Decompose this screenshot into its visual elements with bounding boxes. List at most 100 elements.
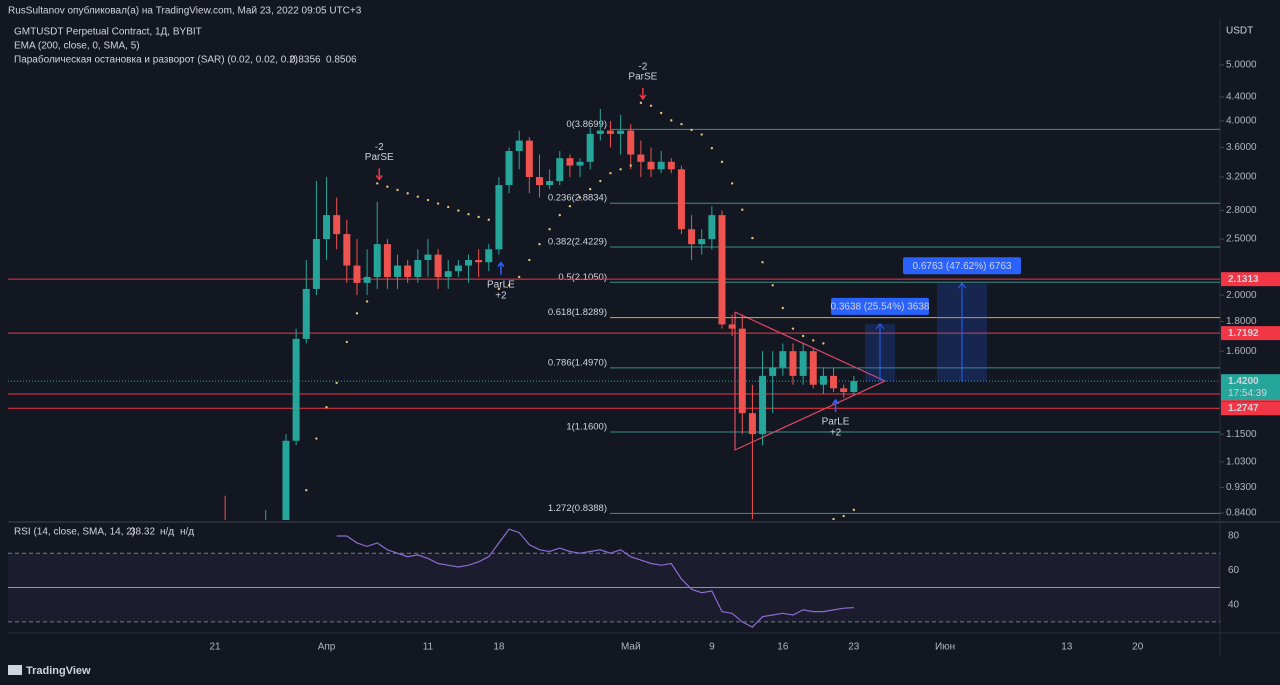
signal-count: +2 — [495, 290, 507, 301]
candle-body — [475, 260, 483, 263]
candle-body — [617, 130, 625, 134]
x-tick-label: 13 — [1061, 642, 1073, 653]
signal-arrow — [831, 398, 840, 412]
sar-dot — [599, 179, 602, 183]
sar-dot — [690, 128, 693, 132]
candle-body — [728, 324, 736, 329]
candle-body — [353, 265, 361, 283]
candle-body — [414, 260, 422, 277]
candle-body — [444, 271, 452, 277]
y-tick-label: 5.0000 — [1226, 60, 1257, 71]
sar-dot — [842, 514, 845, 518]
sar-dot — [406, 192, 409, 195]
candle-body — [343, 234, 351, 266]
sar-dot — [528, 258, 531, 262]
footer-bar — [0, 657, 1280, 685]
sar-dot — [659, 111, 663, 115]
symbol-title: GMTUSDT Perpetual Contract, 1Д, BYBIT — [14, 27, 202, 38]
sar-dot — [457, 209, 460, 212]
candle-body — [363, 276, 371, 283]
y-tick-label: 3.6000 — [1226, 142, 1257, 153]
sar-dot — [315, 437, 318, 440]
sar-dot — [376, 182, 379, 185]
sar-dot — [335, 381, 338, 385]
candle-body — [292, 338, 300, 441]
sar-dot — [619, 168, 622, 171]
sar-dot — [396, 188, 399, 192]
signal-label: ParLE — [487, 279, 515, 290]
candle-body — [596, 130, 604, 134]
measure-label: 0.3638 (25.54%) 3638 — [831, 301, 930, 312]
sar-dot — [345, 340, 349, 344]
level-tag — [1221, 326, 1280, 341]
y-tick-label: 2.0000 — [1226, 290, 1257, 301]
fib-label: 0.786(1.4970) — [548, 357, 607, 368]
signal-arrow — [375, 168, 383, 181]
x-tick-label: Апр — [318, 642, 336, 653]
rsi-pane — [8, 528, 1220, 628]
measure-tag — [831, 297, 929, 315]
sar-dot — [781, 306, 785, 310]
y-tick-label: 4.4000 — [1226, 92, 1257, 103]
candle-body — [647, 161, 655, 170]
x-tick-label: 23 — [848, 642, 860, 653]
sar-dot — [558, 213, 561, 217]
sar-dot — [467, 213, 470, 216]
sar-dot — [305, 488, 308, 492]
candle-body — [556, 158, 564, 182]
fib-label: 0.382(2.4229) — [548, 236, 607, 247]
indicator-value: 0.8356 — [290, 55, 321, 66]
sar-dot — [548, 228, 551, 231]
candle-body — [606, 130, 614, 134]
sar-dot — [609, 171, 612, 175]
rsi-line — [336, 528, 854, 628]
sar-dot — [812, 339, 815, 342]
candle-body — [850, 381, 858, 392]
sar-dot — [751, 236, 754, 240]
sar-dot — [629, 164, 632, 167]
sar-dot — [710, 146, 714, 150]
candle-body — [809, 351, 817, 385]
candle-body — [282, 440, 290, 520]
sar-dot — [670, 119, 673, 122]
sar-dot — [355, 312, 359, 315]
x-tick-label: Май — [621, 642, 641, 653]
sar-dot — [568, 204, 572, 208]
candle-body — [799, 351, 807, 376]
y-tick-label: 0.8400 — [1226, 508, 1257, 519]
sar-dot — [416, 195, 419, 198]
indicator-value: 0.8506 — [326, 55, 357, 66]
sar-dot — [639, 101, 643, 105]
x-tick-label: 18 — [493, 642, 505, 653]
signal-label: ParSE — [628, 71, 657, 82]
rsi-title: RSI (14, close, SMA, 14, 2) — [14, 527, 135, 538]
candle-body — [637, 154, 645, 162]
candle-body — [333, 215, 341, 235]
candle-body — [546, 181, 554, 186]
publisher: RusSultanov опубликовал(а) на TradingVie… — [8, 5, 362, 17]
candle-body — [759, 375, 767, 435]
sar-dot — [436, 202, 440, 205]
countdown: 17:54:39 — [1228, 388, 1267, 399]
sar-dot — [518, 275, 521, 279]
fib-label: 1(1.1600) — [566, 421, 607, 432]
sar-dot — [588, 187, 592, 191]
candle-body — [789, 351, 797, 376]
candle-body — [535, 177, 543, 186]
sar-dot — [487, 218, 490, 221]
y-tick-label: 2.5000 — [1226, 234, 1257, 245]
rsi-na: н/д — [160, 527, 174, 538]
x-tick-label: Июн — [935, 642, 955, 653]
candle-body — [566, 158, 574, 166]
candle-body — [667, 161, 675, 170]
logo-icon — [8, 665, 22, 675]
x-tick-label: 16 — [777, 642, 789, 653]
y-tick-label: 3.2000 — [1226, 172, 1257, 183]
candle-body — [657, 161, 665, 170]
candle-body — [505, 150, 513, 186]
x-tick-label: 11 — [423, 642, 434, 653]
sar-dot — [325, 406, 328, 409]
candle-body — [738, 328, 746, 414]
candle-body — [779, 351, 787, 368]
candle-body — [404, 265, 412, 277]
